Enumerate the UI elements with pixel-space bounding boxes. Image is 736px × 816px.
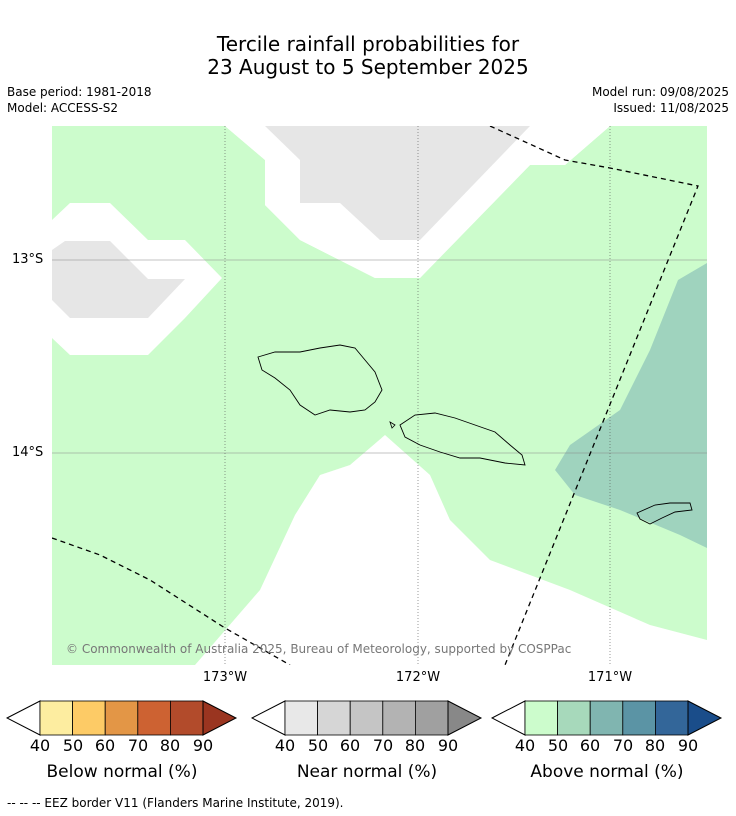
base-period: Base period: 1981-2018	[7, 85, 152, 99]
tick: 80	[644, 736, 666, 755]
colorbar-swatch	[622, 700, 656, 736]
lat-label-13s: 13°S	[12, 252, 44, 267]
colorbar-swatch	[169, 700, 204, 736]
colorbar-below-normal: 40 50 60 70 80 90 Below normal (%)	[5, 700, 238, 800]
eez-border	[489, 126, 699, 665]
colorbar-swatch	[524, 700, 558, 736]
above-normal-40-region	[52, 126, 707, 665]
tutuila-island	[636, 502, 693, 525]
colorbar-swatch	[557, 700, 591, 736]
colorbar-above-label: Above normal (%)	[530, 762, 684, 782]
colorbar-below-label: Below normal (%)	[46, 762, 198, 782]
tick: 40	[274, 736, 296, 755]
colorbar-near-normal: 40 50 60 70 80 90 Near normal (%)	[250, 700, 483, 800]
colorbar-swatch	[414, 700, 449, 736]
tick: 70	[127, 736, 149, 755]
model-name: Model: ACCESS-S2	[7, 101, 119, 115]
title-line-1: Tercile rainfall probabilities for	[216, 32, 520, 56]
map-panel: © Commonwealth of Australia 2025, Bureau…	[52, 126, 707, 665]
tick: 80	[159, 736, 181, 755]
colorbar-swatch	[284, 700, 318, 736]
tick: 50	[307, 736, 329, 755]
tick: 40	[29, 736, 51, 755]
tick: 70	[612, 736, 634, 755]
colorbar-near-label: Near normal (%)	[296, 762, 438, 782]
colorbar-swatch	[104, 700, 139, 736]
tick: 70	[372, 736, 394, 755]
colorbar-swatch	[654, 700, 689, 736]
tick: 60	[579, 736, 601, 755]
tick: 90	[677, 736, 699, 755]
colorbar-above-normal: 40 50 60 70 80 90 Above normal (%)	[490, 700, 723, 800]
tick: 50	[547, 736, 569, 755]
tick: 50	[62, 736, 84, 755]
title-line-2: 23 August to 5 September 2025	[207, 55, 529, 79]
lon-label-171w: 171°W	[587, 670, 633, 685]
colorbar-swatch	[349, 700, 384, 736]
upolu-island	[399, 412, 526, 466]
tick: 60	[339, 736, 361, 755]
lon-label-172w: 172°W	[395, 670, 441, 685]
lat-label-14s: 14°S	[12, 445, 44, 460]
eez-footnote: -- -- -- EEZ border V11 (Flanders Marine…	[7, 796, 344, 810]
tick: 60	[94, 736, 116, 755]
colorbar-swatch	[382, 700, 416, 736]
issued-date: Issued: 11/08/2025	[613, 101, 729, 115]
savaii-island	[257, 344, 383, 416]
tick: 90	[192, 736, 214, 755]
tick: 90	[437, 736, 459, 755]
near-normal-region-north	[265, 126, 530, 240]
colorbar-above-swatches	[490, 700, 723, 736]
colorbar-swatch	[137, 700, 171, 736]
above-normal-50-region	[555, 263, 707, 548]
colorbar-swatch	[72, 700, 106, 736]
colorbar-swatch	[39, 700, 73, 736]
colorbar-swatch	[317, 700, 351, 736]
colorbar-near-swatches	[250, 700, 483, 736]
model-run: Model run: 09/08/2025	[591, 85, 729, 99]
tick: 40	[514, 736, 536, 755]
copyright-text: © Commonwealth of Australia 2025, Bureau…	[66, 642, 571, 656]
colorbar-swatch	[589, 700, 624, 736]
tick: 80	[404, 736, 426, 755]
lon-label-173w: 173°W	[202, 670, 248, 685]
colorbar-below-swatches	[5, 700, 238, 736]
